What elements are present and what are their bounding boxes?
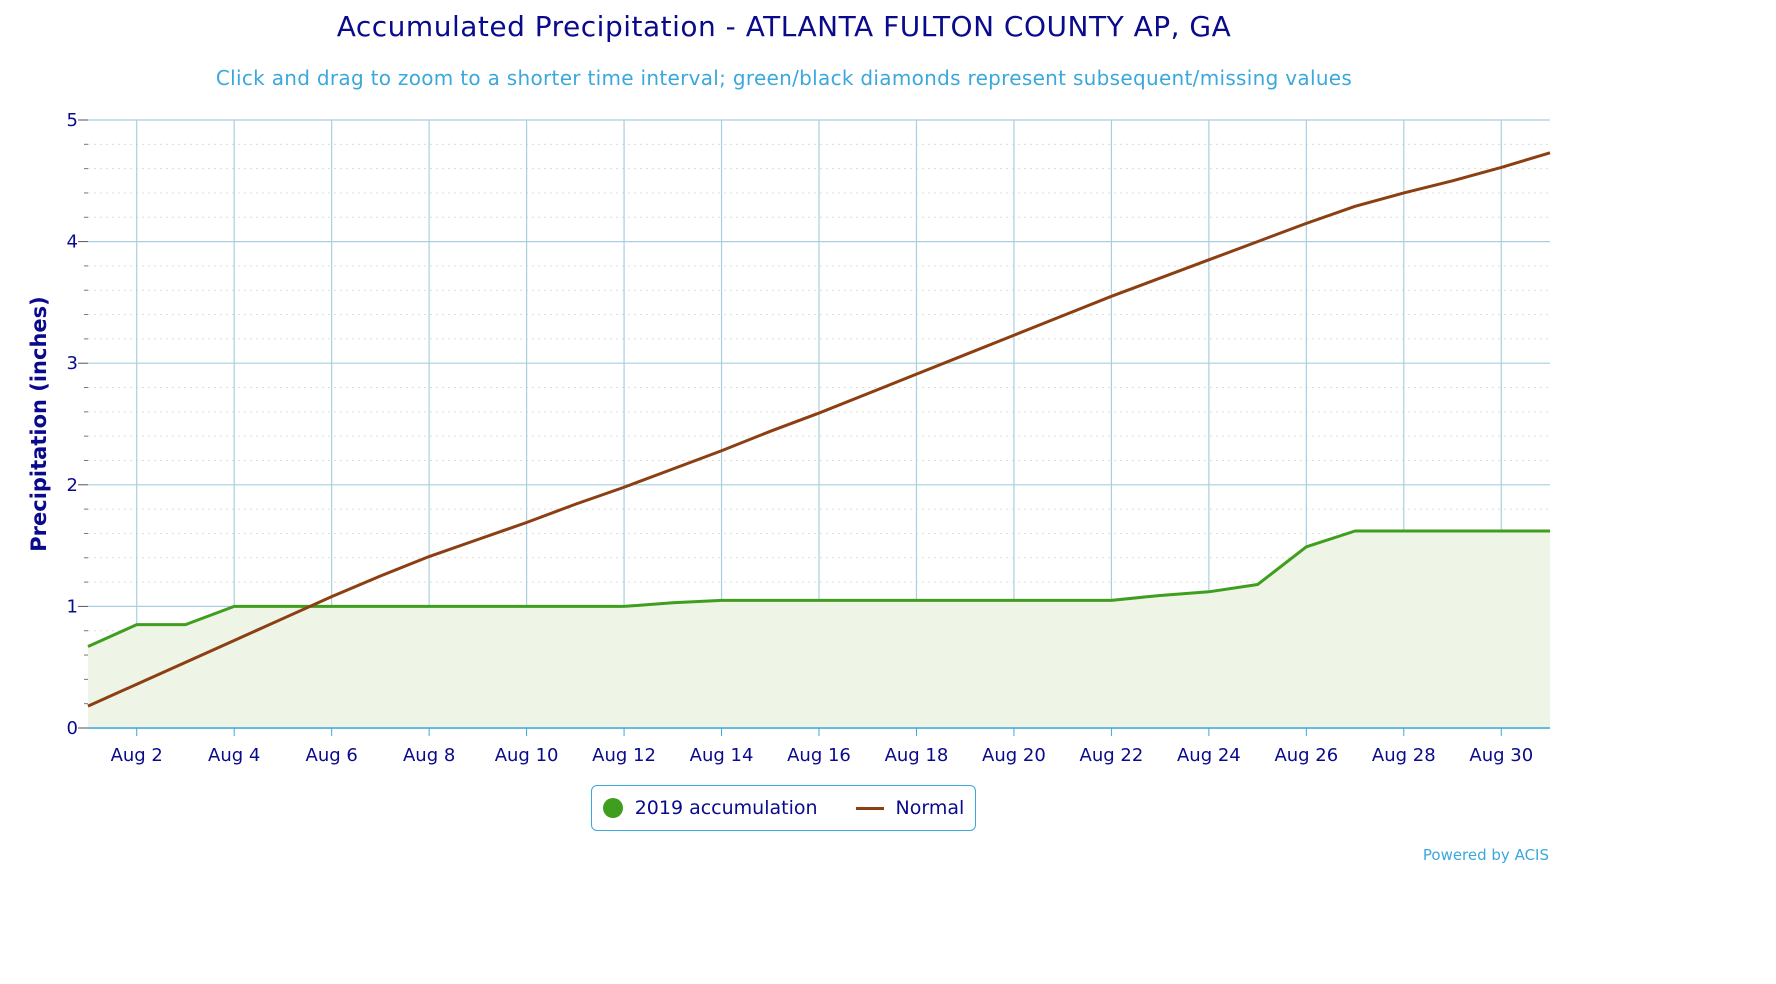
series-line-0: [87, 529, 1550, 648]
data-point-0: [1254, 581, 1262, 589]
data-point-1: [1546, 149, 1554, 157]
data-point-0: [864, 596, 872, 604]
y-tick-label: 2: [67, 475, 78, 496]
data-point-0: [523, 602, 531, 610]
data-point-0: [181, 621, 189, 629]
data-point-0: [1059, 596, 1067, 604]
x-tick-label: Aug 2: [111, 745, 163, 766]
legend-item-2019[interactable]: 2019 accumulation: [602, 797, 818, 819]
chart-title: Accumulated Precipitation - ATLANTA FULT…: [336, 10, 1232, 43]
data-point-1: [328, 593, 336, 601]
x-tick-label: Aug 28: [1372, 745, 1436, 766]
data-point-0: [1497, 527, 1505, 535]
brown-line-icon: [855, 806, 884, 810]
data-point-0: [1400, 527, 1408, 535]
data-point-0: [328, 602, 336, 610]
data-point-0: [1205, 588, 1213, 596]
data-point-1: [133, 680, 141, 688]
legend-item-normal[interactable]: Normal: [855, 797, 965, 819]
x-tick-label: Aug 8: [403, 745, 455, 766]
y-tick-label: 3: [67, 353, 78, 374]
data-point-1: [571, 500, 579, 508]
data-point-1: [1449, 177, 1457, 185]
data-point-1: [1254, 238, 1262, 246]
data-point-1: [279, 615, 287, 623]
y-tick-label: 1: [67, 596, 78, 617]
data-point-0: [815, 596, 823, 604]
legend-label-normal: Normal: [895, 797, 965, 819]
data-point-1: [718, 447, 726, 455]
data-point-1: [1059, 312, 1067, 320]
data-point-0: [1010, 596, 1018, 604]
data-point-1: [1400, 189, 1408, 197]
y-axis-label: Precipitation (inches): [27, 296, 51, 552]
chart-subtitle: Click and drag to zoom to a shorter time…: [215, 66, 1353, 90]
data-point-1: [669, 465, 677, 473]
data-point-1: [766, 427, 774, 435]
x-tick-label: Aug 26: [1274, 745, 1338, 766]
x-tick-label: Aug 10: [495, 745, 559, 766]
data-point-0: [1546, 527, 1554, 535]
y-tick-label: 5: [67, 110, 78, 131]
data-point-0: [84, 643, 92, 651]
data-point-1: [815, 409, 823, 417]
data-point-0: [230, 602, 238, 610]
x-tick-label: Aug 16: [787, 745, 851, 766]
data-point-0: [620, 602, 628, 610]
data-point-1: [1205, 256, 1213, 264]
series-layer: [84, 149, 1554, 728]
x-tick-label: Aug 18: [885, 745, 949, 766]
data-point-1: [1302, 219, 1310, 227]
data-point-0: [1302, 543, 1310, 551]
data-point-1: [1497, 163, 1505, 171]
x-tick-label: Aug 24: [1177, 745, 1241, 766]
data-point-0: [474, 602, 482, 610]
series-line-1: [87, 151, 1551, 708]
data-point-1: [912, 370, 920, 378]
data-point-1: [230, 636, 238, 644]
x-tick-label: Aug 14: [690, 745, 754, 766]
data-point-0: [279, 602, 287, 610]
x-tick-label: Aug 20: [982, 745, 1046, 766]
data-point-0: [669, 599, 677, 607]
axis-layer: 0 1 2 3 4 5 Aug 2 Aug 4 Aug 6 Aug 8 Aug 10 Aug 12 Au…: [67, 110, 1550, 766]
series-area-0: [88, 531, 1550, 728]
data-point-1: [1156, 274, 1164, 282]
data-point-0: [961, 596, 969, 604]
data-point-1: [1010, 331, 1018, 339]
data-point-0: [571, 602, 579, 610]
data-point-0: [718, 596, 726, 604]
data-point-1: [1107, 292, 1115, 300]
data-point-1: [425, 553, 433, 561]
data-point-0: [1449, 527, 1457, 535]
data-point-0: [1107, 596, 1115, 604]
data-point-0: [1156, 591, 1164, 599]
green-dot-icon: [602, 798, 623, 818]
powered-by-credit[interactable]: Powered by ACIS: [1422, 846, 1549, 864]
legend: 2019 accumulation Normal: [591, 785, 976, 831]
data-point-0: [376, 602, 384, 610]
data-point-1: [620, 483, 628, 491]
data-point-1: [474, 536, 482, 544]
x-tick-label: Aug 30: [1469, 745, 1533, 766]
data-point-1: [1351, 202, 1359, 210]
data-point-0: [133, 621, 141, 629]
data-point-0: [1351, 527, 1359, 535]
x-tick-label: Aug 22: [1080, 745, 1144, 766]
data-point-1: [523, 518, 531, 526]
data-point-1: [961, 351, 969, 359]
legend-label-2019: 2019 accumulation: [634, 797, 818, 819]
data-point-1: [864, 390, 872, 398]
data-point-1: [376, 572, 384, 580]
data-point-0: [425, 602, 433, 610]
data-point-1: [181, 658, 189, 666]
y-tick-label: 4: [67, 232, 78, 253]
x-tick-label: Aug 12: [592, 745, 656, 766]
x-tick-label: Aug 6: [306, 745, 358, 766]
data-point-0: [912, 596, 920, 604]
data-point-0: [766, 596, 774, 604]
y-tick-label: 0: [67, 718, 78, 739]
x-tick-label: Aug 4: [208, 745, 260, 766]
